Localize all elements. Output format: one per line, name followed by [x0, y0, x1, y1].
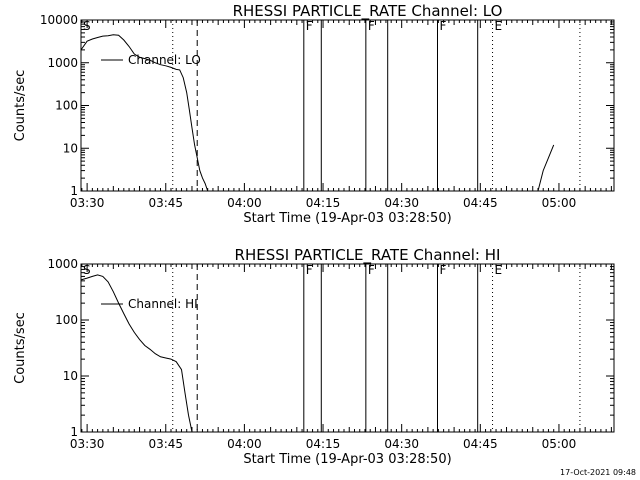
event-marker-label: F — [306, 19, 313, 33]
legend-label: Channel: LO — [128, 53, 201, 67]
y-tick-label: 10 — [63, 369, 78, 383]
y-tick-label: 1 — [70, 425, 78, 439]
chart-title: RHESSI PARTICLE_RATE Channel: HI — [235, 246, 501, 265]
x-axis-label: Start Time (19-Apr-03 03:28:50) — [243, 211, 451, 226]
event-marker-label: E — [495, 263, 503, 277]
event-marker-label: F — [306, 263, 313, 277]
x-tick-label: 04:15 — [306, 437, 341, 451]
series-line — [80, 34, 209, 192]
y-tick-label: 100 — [55, 99, 78, 113]
y-tick-label: 1 — [70, 184, 78, 198]
x-tick-label: 04:45 — [463, 196, 498, 210]
event-marker-label: F — [368, 19, 375, 33]
x-tick-label: 04:15 — [306, 196, 341, 210]
legend-label: Channel: HI — [128, 297, 198, 311]
event-marker-label: F — [439, 19, 446, 33]
x-tick-label: 04:45 — [463, 437, 498, 451]
timestamp-label: 17-Oct-2021 09:48 — [560, 468, 636, 477]
plot-frame — [80, 19, 615, 192]
x-tick-label: 03:30 — [70, 196, 105, 210]
event-marker-label: F — [368, 263, 375, 277]
x-tick-label: 04:30 — [384, 437, 419, 451]
series-line — [537, 144, 555, 192]
chart-panel-lo: RHESSI PARTICLE_RATE Channel: LO 03:30 03:… — [13, 2, 615, 226]
x-tick-label: 04:00 — [227, 437, 262, 451]
event-marker-label: F — [439, 263, 446, 277]
series-line — [80, 274, 193, 433]
x-tick-label: 03:45 — [148, 437, 183, 451]
x-tick-label: 03:30 — [70, 437, 105, 451]
y-axis-label: Counts/sec — [13, 70, 28, 142]
y-tick-label: 10000 — [40, 13, 78, 27]
chart-panel-hi: RHESSI PARTICLE_RATE Channel: HI 03:30 03:… — [13, 246, 615, 467]
y-tick-label: 100 — [55, 313, 78, 327]
y-axis-label: Counts/sec — [13, 312, 28, 384]
event-marker-label: S — [83, 19, 91, 33]
y-tick-label: 10 — [63, 141, 78, 155]
x-tick-label: 04:00 — [227, 196, 262, 210]
x-tick-label: 03:45 — [148, 196, 183, 210]
event-marker-label: S — [83, 263, 91, 277]
y-tick-label: 1000 — [47, 56, 78, 70]
x-axis-label: Start Time (19-Apr-03 03:28:50) — [243, 452, 451, 467]
x-tick-label: 05:00 — [542, 437, 577, 451]
event-marker-label: E — [495, 19, 503, 33]
y-tick-label: 1000 — [47, 257, 78, 271]
plot-frame — [80, 263, 615, 433]
chart-title: RHESSI PARTICLE_RATE Channel: LO — [233, 2, 503, 21]
x-tick-label: 04:30 — [384, 196, 419, 210]
x-tick-label: 05:00 — [542, 196, 577, 210]
